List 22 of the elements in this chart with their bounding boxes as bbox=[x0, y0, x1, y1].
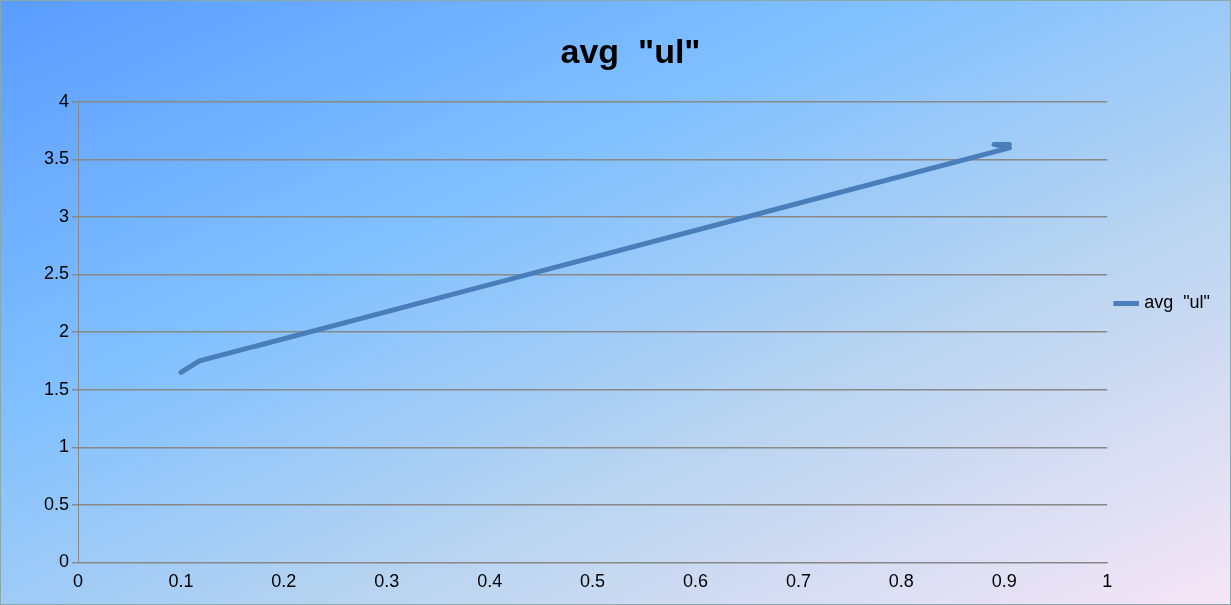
x-tick-label: 0.4 bbox=[477, 571, 503, 592]
x-tick-label: 0 bbox=[73, 571, 84, 592]
x-tick-label: 0.2 bbox=[271, 571, 297, 592]
y-tick-label: 2.5 bbox=[43, 263, 70, 284]
y-tick-label: 1.5 bbox=[43, 378, 70, 399]
legend-label: avg "ul" bbox=[1144, 292, 1210, 313]
x-tick-label: 0.5 bbox=[580, 571, 606, 592]
chart-title: avg "ul" bbox=[560, 31, 701, 70]
y-tick-label: 3.5 bbox=[43, 148, 70, 169]
x-tick-label: 1 bbox=[1102, 571, 1113, 592]
x-tick-label: 0.6 bbox=[683, 571, 709, 592]
y-tick-label: 3 bbox=[59, 205, 70, 226]
x-tick-label: 0.3 bbox=[374, 571, 400, 592]
y-tick-label: 1 bbox=[59, 436, 70, 457]
x-tick-label: 0.9 bbox=[991, 571, 1017, 592]
x-tick-label: 0.1 bbox=[168, 571, 194, 592]
y-tick-label: 0 bbox=[59, 551, 70, 572]
x-tick-label: 0.7 bbox=[785, 571, 811, 592]
y-tick-label: 4 bbox=[59, 90, 70, 111]
y-tick-label: 0.5 bbox=[43, 493, 70, 514]
x-tick-label: 0.8 bbox=[888, 571, 914, 592]
y-tick-label: 2 bbox=[59, 321, 70, 342]
